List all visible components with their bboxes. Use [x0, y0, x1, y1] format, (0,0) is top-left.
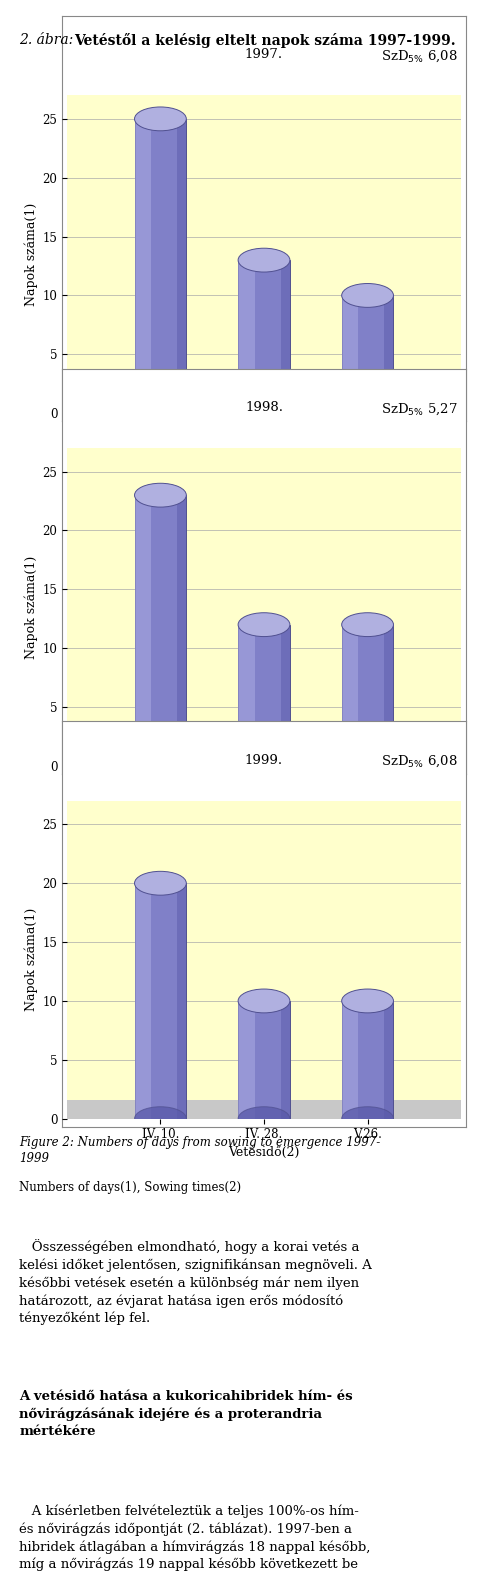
Bar: [342, 1001, 394, 1119]
Bar: [384, 624, 394, 766]
Text: Numbers of days(1), Sowing times(2): Numbers of days(1), Sowing times(2): [19, 1181, 241, 1193]
Bar: [238, 261, 255, 413]
Ellipse shape: [342, 283, 394, 307]
Text: SzD$_{5\%}$ 6,08: SzD$_{5\%}$ 6,08: [381, 48, 457, 64]
Ellipse shape: [342, 613, 394, 637]
Bar: [134, 496, 151, 766]
Bar: [134, 496, 186, 766]
Text: 2. ábra:: 2. ábra:: [19, 33, 82, 48]
Bar: [238, 1001, 255, 1119]
Ellipse shape: [238, 248, 290, 272]
Bar: [238, 624, 290, 766]
Bar: [177, 496, 186, 766]
Text: Figure 2: Numbers of days from sowing to emergence 1997-
1999: Figure 2: Numbers of days from sowing to…: [19, 1136, 381, 1165]
Text: 1998.: 1998.: [245, 400, 283, 415]
Ellipse shape: [238, 988, 290, 1012]
Bar: [177, 883, 186, 1119]
Bar: [238, 261, 290, 413]
Ellipse shape: [134, 483, 186, 507]
Ellipse shape: [134, 1106, 186, 1131]
X-axis label: Vetésidő(2): Vetésidő(2): [228, 440, 300, 453]
X-axis label: Vetésidő(2): Vetésidő(2): [228, 1146, 300, 1158]
Ellipse shape: [238, 1106, 290, 1131]
Bar: [238, 1001, 290, 1119]
Bar: [342, 296, 394, 413]
Text: 1999.: 1999.: [245, 753, 283, 767]
Bar: [281, 624, 290, 766]
Text: A vetésidő hatása a kukoricahibridek hím- és
nővirágzásának idejére és a protera: A vetésidő hatása a kukoricahibridek hím…: [19, 1390, 353, 1438]
Bar: [67, 747, 461, 775]
Bar: [342, 296, 358, 413]
Bar: [67, 394, 461, 423]
Y-axis label: Napok száma(1): Napok száma(1): [25, 909, 38, 1011]
Ellipse shape: [342, 753, 394, 779]
Bar: [384, 296, 394, 413]
Text: Vetéstől a kelésig eltelt napok száma 1997-1999.: Vetéstől a kelésig eltelt napok száma 19…: [74, 33, 456, 48]
Bar: [177, 119, 186, 413]
Text: 1997.: 1997.: [245, 48, 283, 62]
Bar: [281, 261, 290, 413]
Text: SzD$_{5\%}$ 5,27: SzD$_{5\%}$ 5,27: [381, 400, 457, 416]
Bar: [67, 1100, 461, 1128]
Ellipse shape: [134, 400, 186, 426]
Bar: [342, 1001, 358, 1119]
Bar: [281, 1001, 290, 1119]
Bar: [134, 883, 186, 1119]
Y-axis label: Napok száma(1): Napok száma(1): [25, 556, 38, 658]
Text: SzD$_{5\%}$ 6,08: SzD$_{5\%}$ 6,08: [381, 753, 457, 769]
Bar: [238, 624, 255, 766]
Bar: [384, 1001, 394, 1119]
Ellipse shape: [238, 613, 290, 637]
Bar: [134, 883, 151, 1119]
Ellipse shape: [134, 871, 186, 895]
Y-axis label: Napok száma(1): Napok száma(1): [25, 203, 38, 305]
Bar: [342, 624, 358, 766]
Text: Összességében elmondható, hogy a korai vetés a
kelési időket jelentősen, szignif: Összességében elmondható, hogy a korai v…: [19, 1239, 372, 1325]
Bar: [134, 119, 186, 413]
Bar: [134, 119, 151, 413]
Ellipse shape: [342, 1106, 394, 1131]
Bar: [342, 624, 394, 766]
Ellipse shape: [342, 988, 394, 1012]
Ellipse shape: [134, 106, 186, 130]
X-axis label: Vetésidő(2): Vetésidő(2): [228, 793, 300, 806]
Ellipse shape: [238, 753, 290, 779]
Ellipse shape: [342, 400, 394, 426]
Ellipse shape: [238, 400, 290, 426]
Text: A kísérletben felvételeztük a teljes 100%-os hím-
és nővirágzás időpontját (2. t: A kísérletben felvételeztük a teljes 100…: [19, 1505, 371, 1572]
Ellipse shape: [134, 753, 186, 779]
